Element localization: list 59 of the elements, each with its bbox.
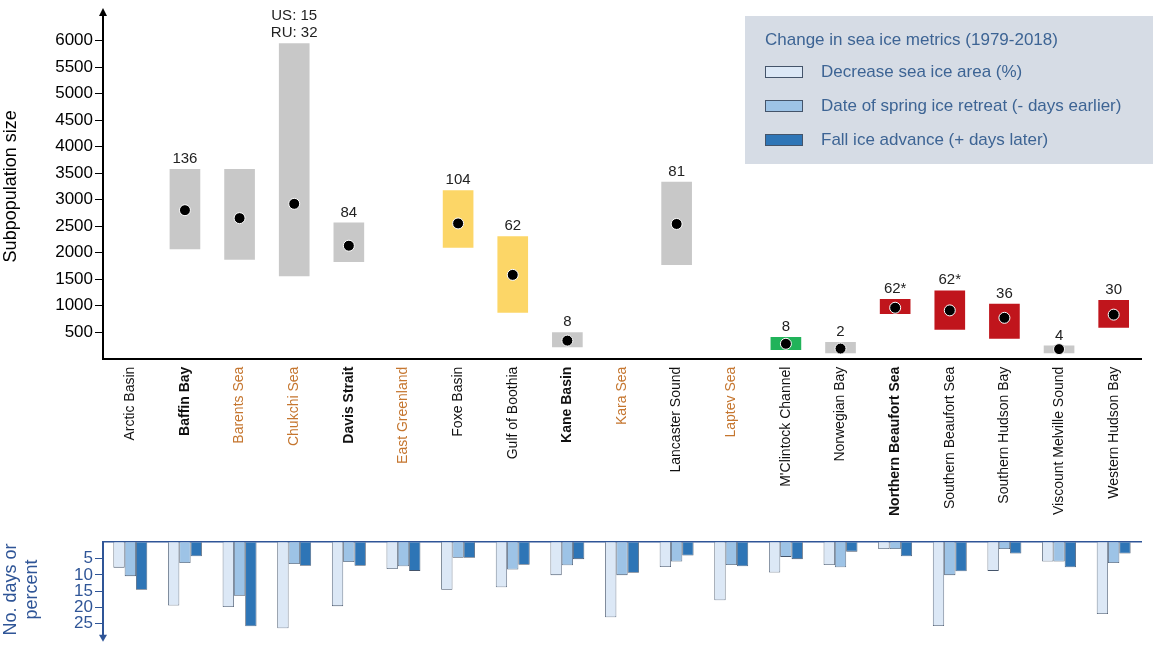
annotation: 62* — [883, 278, 907, 296]
y-tick-label: 4500 — [55, 109, 93, 129]
y-axis-title: Subpopulation size — [0, 110, 20, 263]
y-axis-title: No. days or percent — [0, 543, 42, 636]
bar — [169, 169, 201, 250]
y-tick-label: 5000 — [55, 83, 93, 103]
annotation: 84 — [340, 202, 358, 220]
x-tick-label: Arctic Basin — [121, 366, 138, 441]
y-tick-label: 1000 — [55, 295, 93, 315]
x-tick-label: Lancaster Sound — [667, 366, 684, 473]
annotation: 8 — [563, 312, 572, 330]
y-tick-label: 4000 — [55, 136, 93, 156]
x-tick-label: Davis Strait — [339, 366, 356, 444]
x-tick-label: Kara Sea — [612, 366, 629, 426]
x-tick-label: East Greenland — [394, 366, 411, 464]
legend-label: Decrease sea ice area (%) — [821, 62, 1023, 82]
annotation: 2 — [836, 321, 845, 339]
y-tick-label: 500 — [64, 321, 93, 341]
x-tick-label: Baffin Bay — [175, 366, 192, 436]
x-tick-label: Foxe Basin — [448, 366, 465, 437]
bar — [442, 190, 474, 248]
y-tick-label: 3500 — [55, 162, 93, 182]
legend-label: Fall ice advance (+ days later) — [821, 130, 1049, 150]
annotation: 8 — [781, 317, 791, 335]
x-tick-label: Southern Hudson Bay — [995, 366, 1012, 504]
bar — [333, 222, 365, 262]
x-tick-label: Norwegian Bay — [831, 366, 848, 462]
y-tick-label: 5500 — [55, 56, 93, 76]
legend-label: Date of spring ice retreat (- days earlier) — [821, 96, 1122, 116]
bar — [278, 43, 310, 277]
bar — [934, 290, 966, 330]
annotation: 104 — [445, 170, 471, 188]
bar — [661, 181, 692, 266]
annotation: 36 — [996, 283, 1013, 301]
x-tick-label: Chukchi Sea — [285, 366, 302, 447]
y-tick-label: 2000 — [55, 242, 93, 262]
x-tick-label: Western Hudson Bay — [1104, 366, 1121, 499]
legend-title: Change in sea ice metrics (1979-2018) — [765, 30, 1059, 50]
bar — [224, 169, 255, 260]
annotation: 62* — [938, 270, 962, 288]
y-tick-label: 2500 — [55, 215, 93, 235]
x-tick-label: Viscount Melville Sound — [1049, 366, 1066, 516]
annotation: 136 — [172, 148, 198, 166]
bar — [497, 236, 529, 313]
x-tick-label: M'Clintock Channel — [776, 366, 793, 487]
x-tick-label: Kane Basin — [558, 366, 575, 443]
annotation: 4 — [1054, 325, 1064, 343]
y-tick-label: 6000 — [55, 30, 93, 50]
annotation: 30 — [1105, 279, 1123, 297]
y-tick-label: 3000 — [55, 189, 93, 209]
x-tick-label: Barents Sea — [230, 366, 247, 444]
annotation: 62 — [504, 216, 522, 234]
annotation: US: 15 RU: 32 — [270, 6, 318, 41]
x-tick-label: Laptev Sea — [722, 366, 739, 438]
y-tick-label: 1500 — [55, 268, 93, 288]
x-tick-label: Northern Beaufort Sea — [886, 366, 903, 516]
annotation: 81 — [668, 161, 685, 179]
x-tick-label: Gulf of Boothia — [503, 366, 520, 460]
x-tick-label: Southern Beaufort Sea — [940, 366, 957, 510]
